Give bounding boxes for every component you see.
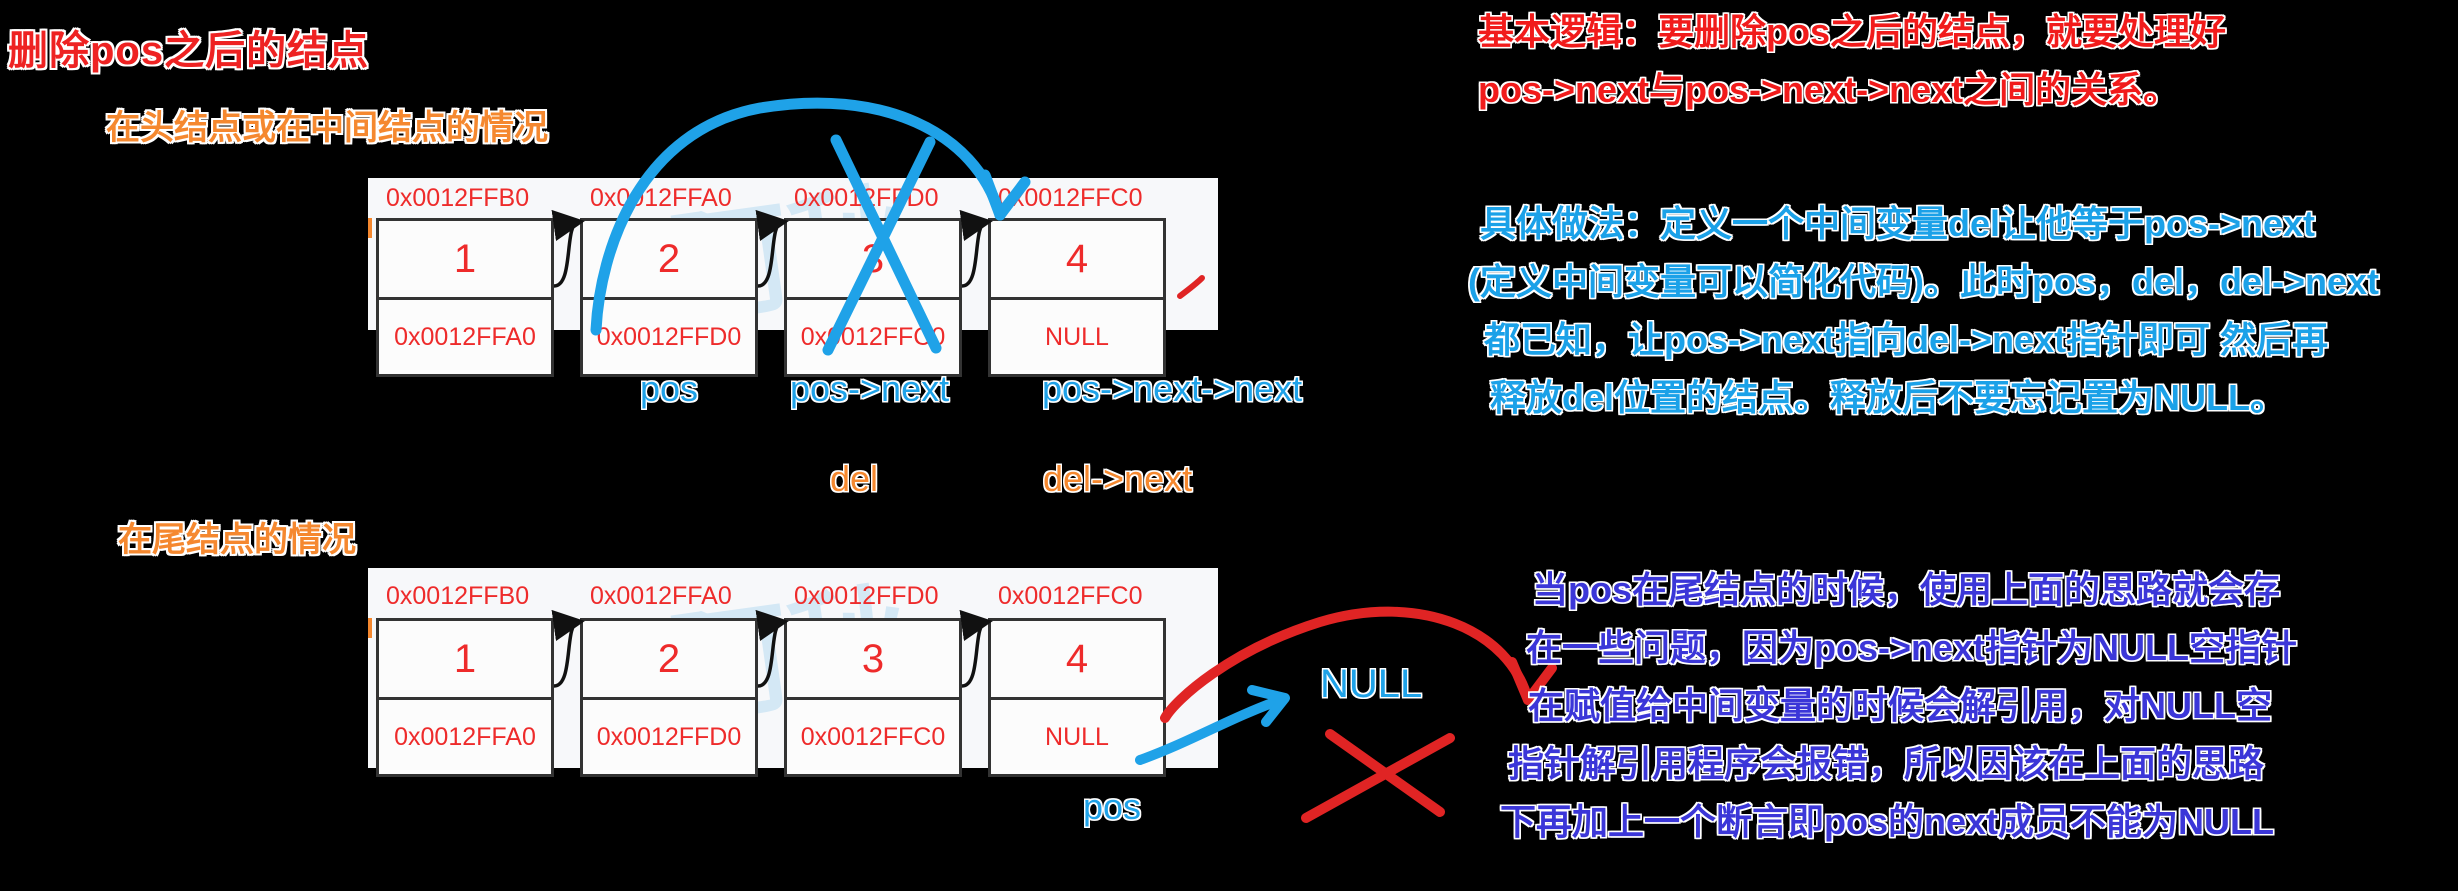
label-pos: pos [640, 368, 699, 409]
note-basic-logic: 基本逻辑：要删除pos之后的结点，就要处理好 pos->next与pos->ne… [1478, 14, 2226, 108]
node-value: 4 [991, 621, 1163, 700]
note-line: pos->next与pos->next->next之间的关系。 [1478, 69, 2180, 110]
note-line: 具体做法：定义一个中间变量del让他等于pos->next [1480, 203, 2316, 244]
note-line: 指针解引用程序会报错，所以因该在上面的思路 [1508, 743, 2265, 784]
label-pos-tail: pos [1083, 786, 1142, 827]
list-node: 4 NULL [988, 218, 1166, 377]
node-value: 1 [379, 621, 551, 700]
node-value: 1 [379, 221, 551, 300]
node-value: 2 [583, 221, 755, 300]
node-next-pointer: 0x0012FFA0 [394, 723, 536, 751]
note-line: (定义中间变量可以简化代码)。此时pos，del，del->next [1468, 261, 2380, 302]
label-del: del [830, 458, 879, 499]
node-next-pointer: 0x0012FFC0 [800, 323, 946, 351]
note-method: 具体做法：定义一个中间变量del让他等于pos->next (定义中间变量可以简… [1466, 206, 2379, 416]
node-next-pointer: 0x0012FFD0 [596, 723, 742, 751]
note-line: 下再加上一个断言即pos的next成员不能为NULL [1500, 801, 2275, 842]
node-value: 3 [787, 221, 959, 300]
note-line: 基本逻辑：要删除pos之后的结点，就要处理好 [1478, 11, 2227, 52]
note-line: 当pos在尾结点的时候，使用上面的思路就会存 [1532, 569, 2281, 610]
label-pos-next: pos->next [790, 368, 950, 409]
list-node: 3 0x0012FFC0 [784, 218, 962, 377]
node-value: 3 [787, 621, 959, 700]
label-del-next: del->next [1043, 458, 1193, 499]
node-address: 0x0012FFC0 [998, 184, 1143, 212]
node-address: 0x0012FFC0 [998, 582, 1143, 610]
list-node: 3 0x0012FFC0 [784, 618, 962, 777]
list-node: 1 0x0012FFA0 [376, 618, 554, 777]
page-title: 删除pos之后的结点 [8, 29, 370, 73]
label-null: NULL [1320, 662, 1423, 706]
node-next-pointer: 0x0012FFA0 [394, 323, 536, 351]
diagram-two-surface: 阿秋 0x0012FFB0 0x0012FFA0 0x0012FFD0 0x00… [368, 568, 1218, 777]
node-address: 0x0012FFB0 [386, 582, 530, 610]
list-node: 1 0x0012FFA0 [376, 218, 554, 377]
list-node: 4 NULL [988, 618, 1166, 777]
list-node: 2 0x0012FFD0 [580, 218, 758, 377]
node-address: 0x0012FFA0 [590, 184, 732, 212]
note-line: 在赋值给中间变量的时候会解引用，对NULL空 [1528, 685, 2272, 726]
label-pos-next-next: pos->next->next [1042, 368, 1303, 409]
list-node: 2 0x0012FFD0 [580, 618, 758, 777]
note-line: 都已知，让pos->next指向del->next指针即可 然后再 [1484, 319, 2329, 360]
node-next-pointer: NULL [1045, 323, 1109, 351]
node-address: 0x0012FFD0 [794, 582, 939, 610]
node-next-pointer: 0x0012FFD0 [596, 323, 742, 351]
node-value: 2 [583, 621, 755, 700]
note-tail-case: 当pos在尾结点的时候，使用上面的思路就会存 在一些问题，因为pos->next… [1500, 569, 2297, 840]
section-one-heading: 在头结点或在中间结点的情况 [106, 109, 548, 147]
note-line: 释放del位置的结点。释放后不要忘记置为NULL。 [1490, 377, 2286, 418]
node-value: 4 [991, 221, 1163, 300]
note-line: 在一些问题，因为pos->next指针为NULL空指针 [1526, 627, 2298, 668]
section-two-heading: 在尾结点的情况 [118, 521, 356, 559]
node-next-pointer: 0x0012FFC0 [800, 723, 946, 751]
node-next-pointer: NULL [1045, 723, 1109, 751]
node-address: 0x0012FFA0 [590, 582, 732, 610]
node-address: 0x0012FFD0 [794, 184, 939, 212]
diagram-one-surface: 阿秋 0x0012FFB0 0x0012FFA0 0x0012FFD0 0x00… [368, 173, 1218, 377]
node-address: 0x0012FFB0 [386, 184, 530, 212]
